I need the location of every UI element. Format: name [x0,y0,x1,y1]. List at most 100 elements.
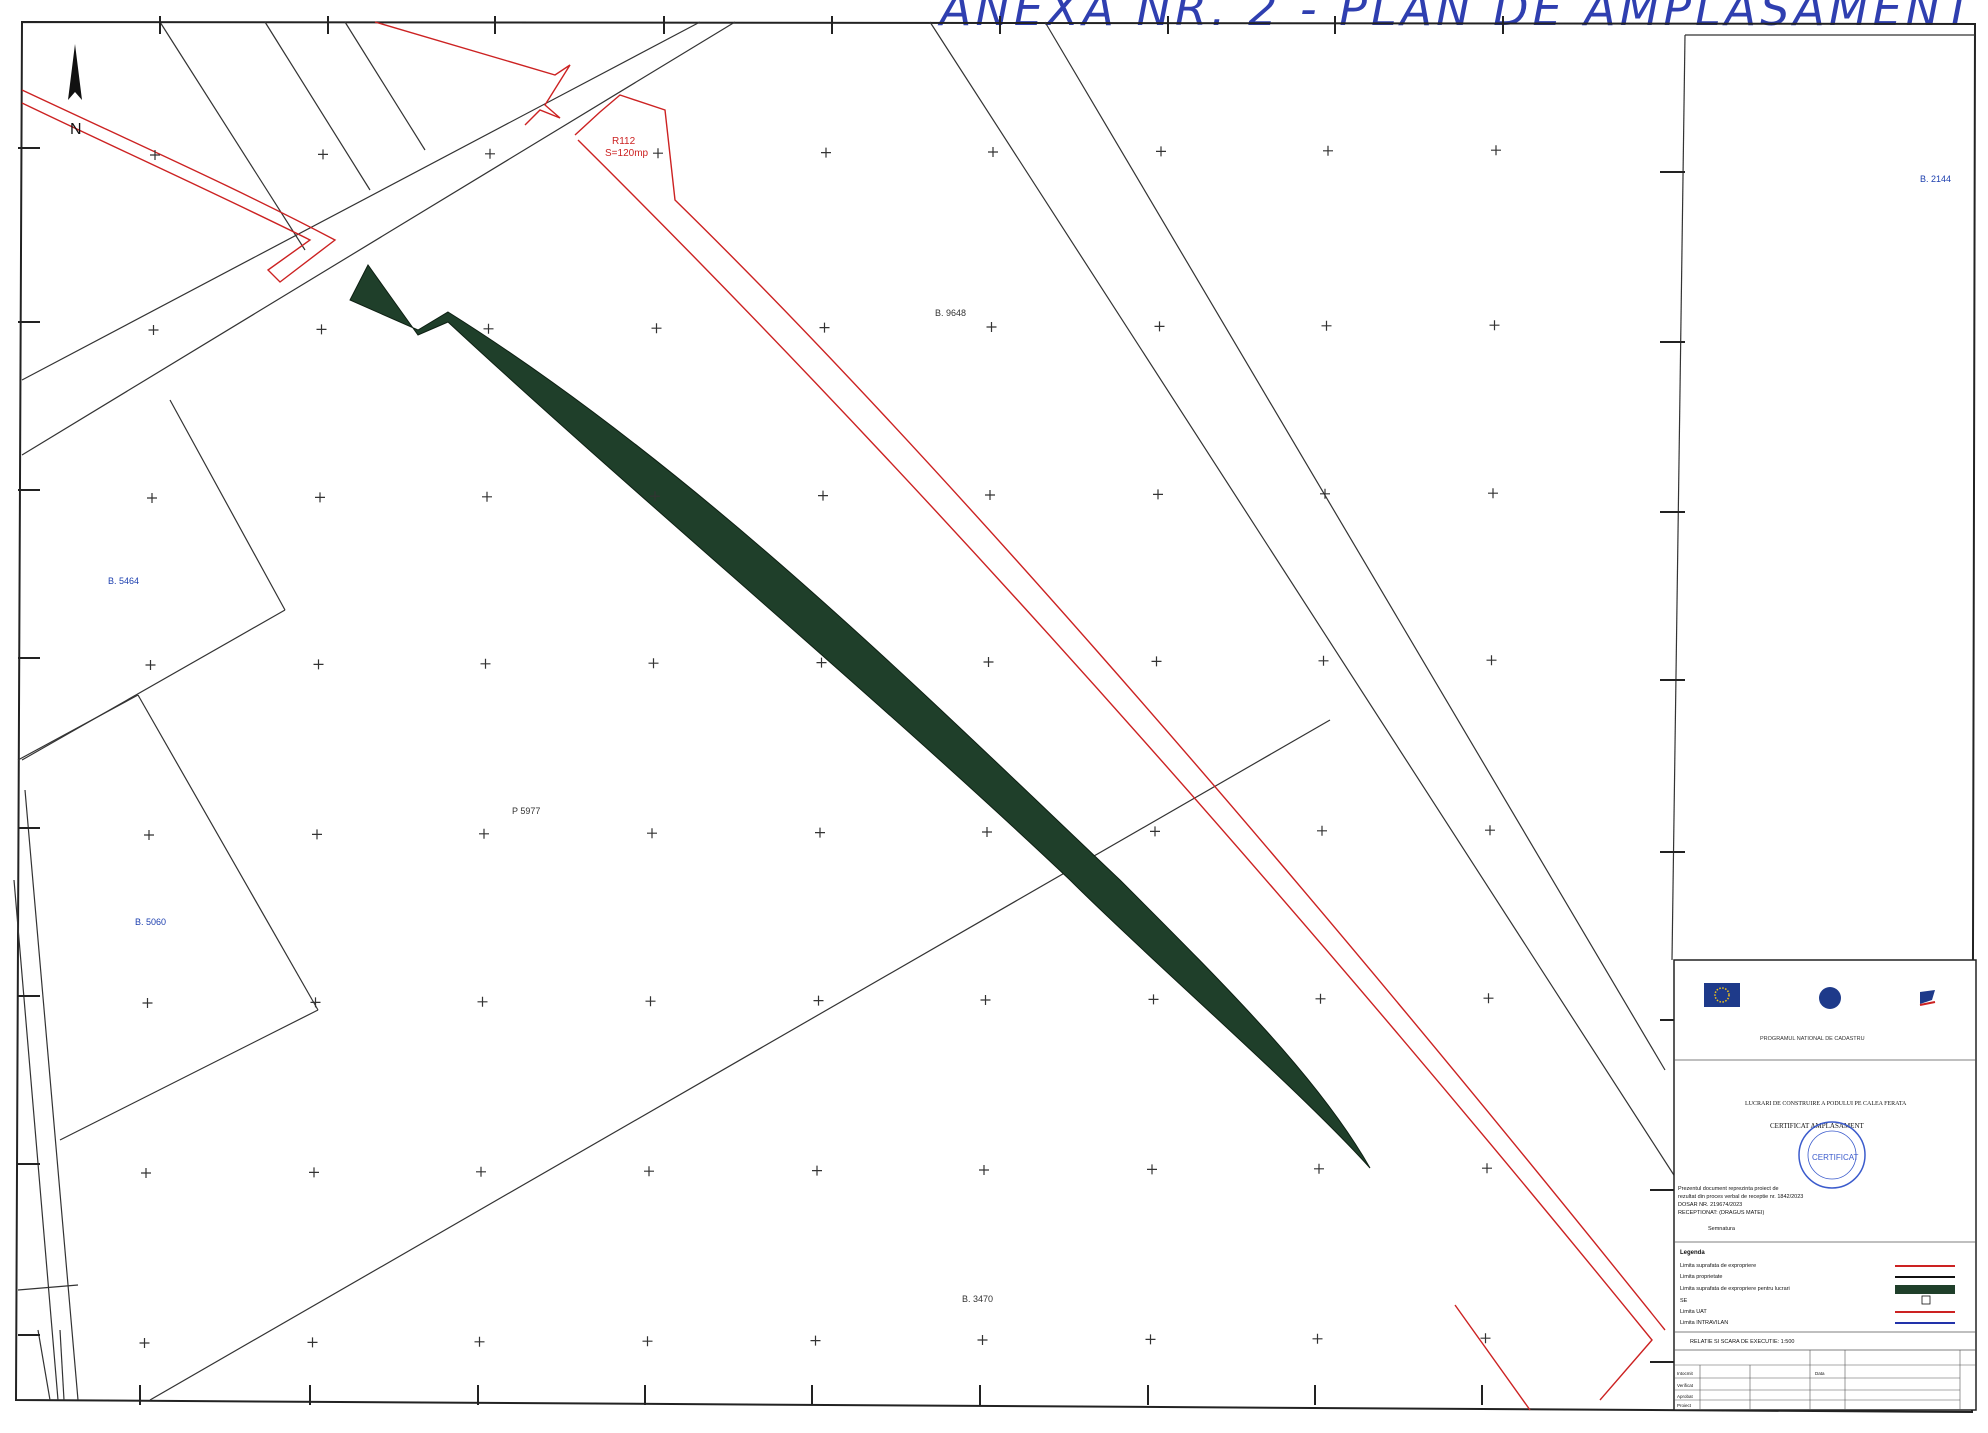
svg-text:rezultat din proces verbal de: rezultat din proces verbal de receptie n… [1678,1194,1803,1200]
grid-cross [145,660,156,670]
grid-cross [482,491,492,502]
grid-cross [645,996,656,1007]
official-stamp-icon: CERTIFICAT [1798,1121,1866,1189]
grid-cross [815,827,825,838]
grid-cross [813,995,824,1006]
grid-cross [988,147,998,157]
grid-cross [983,657,994,667]
parcel-label-left-b: B. 5060 [135,917,166,927]
grid-cross [144,830,154,840]
grid-cross [315,492,325,503]
svg-text:Proiect: Proiect [1677,1403,1692,1408]
grid-cross [1482,1163,1492,1174]
grid-cross [1150,826,1160,837]
north-arrow-icon: N [68,44,82,138]
program-line: PROGRAMUL NATIONAL DE CADASTRU [1760,1036,1865,1042]
expropriation-strip [349,264,1371,1169]
grid-cross [480,658,491,669]
grid-cross [642,1336,653,1347]
grid-cross [307,1337,318,1348]
government-seal-icon [1819,987,1841,1009]
grid-cross [1480,1333,1491,1344]
grid-cross [1488,488,1498,499]
grid-cross [816,657,827,668]
parcel-label-right-top: B. 2144 [1920,174,1951,184]
grid-cross [812,1165,822,1176]
grid-cross [647,828,657,839]
svg-text:Limita proprietate: Limita proprietate [1680,1274,1723,1280]
svg-text:CERTIFICAT: CERTIFICAT [1812,1153,1858,1162]
grid-cross [474,1336,485,1347]
grid-cross [1145,1334,1156,1345]
grid-cross [980,995,991,1005]
grid-cross [1312,1333,1323,1344]
svg-text:Limita suprafata de exproprier: Limita suprafata de expropriere [1680,1263,1756,1269]
grid-cross [982,827,992,837]
grid-cross [1483,993,1494,1004]
parcel-boundaries [13,21,1975,1401]
grid-cross [142,998,153,1008]
grid-cross [477,996,488,1007]
grid-cross [1485,825,1495,836]
svg-text:Limita suprafata de exproprier: Limita suprafata de expropriere pentru l… [1680,1286,1790,1292]
grid-cross [651,323,662,334]
svg-text:RECEPTIONAT: (DRAGUS MATEI): RECEPTIONAT: (DRAGUS MATEI) [1678,1210,1764,1216]
svg-text:Semnatura: Semnatura [1708,1226,1736,1232]
grid-cross [1147,1164,1157,1175]
grid-cross [1151,656,1162,667]
legend-items: Limita suprafata de expropriere Limita p… [1680,1263,1955,1326]
grid-cross [318,149,328,160]
grid-cross [1317,825,1327,836]
grid-cross [653,148,663,159]
grid-cross [476,1166,486,1177]
grid-cross [648,658,659,669]
svg-text:Intocmit: Intocmit [1677,1371,1694,1376]
svg-text:Data: Data [1815,1371,1825,1376]
grid-cross [810,1335,821,1346]
project-title: LUCRARI DE CONSTRUIRE A PODULUI PE CALEA… [1745,1101,1907,1107]
parcel-labels: R112 S=120mp B. 5464 B. 5060 P 5977 B. 9… [108,136,1951,1304]
parcel-label-bottom: B. 3470 [962,1294,993,1304]
parcel-label-upper-mid: B. 9648 [935,308,966,318]
grid-cross [986,322,997,332]
grid-cross [1489,320,1500,331]
grid-cross [313,659,324,670]
grid-cross [309,1167,319,1178]
grid-cross [818,490,828,501]
red-parcel-area: S=120mp [605,148,649,159]
grid-cross [1318,655,1329,666]
grid-cross [1315,993,1326,1004]
grid-cross [139,1338,150,1348]
grid-cross [483,323,494,334]
grid-cross [1486,655,1497,666]
grid-cross [650,491,660,502]
grid-cross [141,1168,151,1178]
svg-text:Aprobat: Aprobat [1677,1394,1694,1399]
svg-text:DOSAR NR. 219674/2023: DOSAR NR. 219674/2023 [1678,1202,1742,1208]
parcel-label-left-a: B. 5464 [108,576,139,586]
grid-cross [312,829,322,840]
svg-text:Limita INTRAVILAN: Limita INTRAVILAN [1680,1320,1728,1326]
legend-title: Legenda [1680,1250,1705,1256]
svg-text:Prezentul document reprezinta: Prezentul document reprezinta proiect de [1678,1186,1779,1192]
svg-text:Limita UAT: Limita UAT [1680,1309,1707,1315]
grid-cross [1320,488,1330,499]
title-block: PROGRAMUL NATIONAL DE CADASTRU LUCRARI D… [1673,959,1977,1411]
agency-logo-icon [1920,990,1935,1004]
eu-flag-icon [1704,983,1740,1007]
grid-cross [147,493,157,503]
grid-cross [485,148,495,159]
map-frame [14,20,1977,1414]
scale-line: RELATIE SI SCARA DE EXECUTIE: 1:500 [1690,1339,1794,1345]
grid-cross [310,997,321,1008]
grid-cross [1153,489,1163,500]
north-label: N [70,121,82,138]
grid-cross [1321,320,1332,331]
grid-cross [1154,321,1165,332]
red-parcel-code: R112 [612,136,636,147]
grid-cross [148,325,159,335]
grid-cross [1491,145,1501,156]
footer-table [1674,1350,1976,1410]
frame-ticks [18,16,1685,1405]
